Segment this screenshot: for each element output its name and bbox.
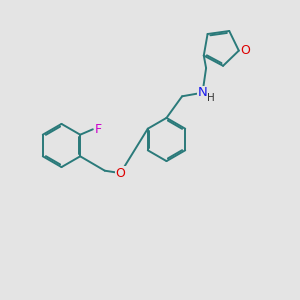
- Text: H: H: [207, 93, 214, 103]
- Text: F: F: [94, 123, 102, 136]
- Text: O: O: [241, 44, 250, 57]
- Text: N: N: [198, 86, 207, 99]
- Text: O: O: [116, 167, 125, 180]
